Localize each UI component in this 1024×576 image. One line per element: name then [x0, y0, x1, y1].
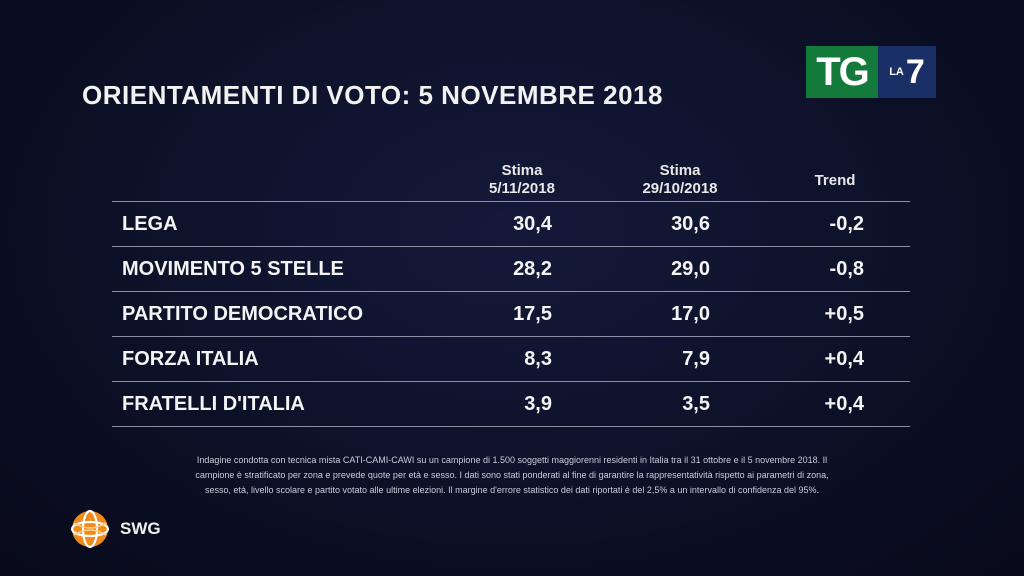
table-row: PARTITO DEMOCRATICO 17,5 17,0 +0,5 [112, 291, 910, 336]
stima-current: 8,3 [524, 348, 552, 370]
trend-value: -0,8 [829, 258, 864, 280]
stima-current: 30,4 [513, 213, 552, 235]
stima-previous: 7,9 [682, 348, 710, 370]
methodology-line: sesso, età, livello scolare e partito vo… [204, 485, 820, 495]
stima-previous: 3,5 [682, 393, 710, 415]
methodology-line: campione è stratificato per zona e preve… [195, 470, 829, 480]
swg-logo: SWG [68, 507, 161, 551]
stima-previous: 17,0 [671, 303, 710, 325]
party-name: PARTITO DEMOCRATICO [122, 303, 364, 325]
column-header-stima-29-10: Stima 29/10/2018 [620, 162, 740, 198]
stima-current: 28,2 [513, 258, 552, 280]
trend-value: -0,2 [829, 213, 864, 235]
column-header-date: 5/11/2018 [489, 180, 555, 197]
trend-value: +0,4 [824, 393, 864, 415]
table-row: FRATELLI D'ITALIA 3,9 3,5 +0,4 [112, 381, 910, 427]
party-name: FORZA ITALIA [122, 348, 259, 370]
column-header-date: 29/10/2018 [642, 180, 718, 197]
tg-la7-logo: TG LA 7 [806, 46, 936, 98]
column-header-trend: Trend [814, 172, 856, 189]
methodology-note: Indagine condotta con tecnica mista CATI… [92, 453, 932, 498]
column-header-stima-5-11: Stima 5/11/2018 [462, 162, 582, 198]
poll-table: LEGA 30,4 30,6 -0,2 MOVIMENTO 5 STELLE 2… [112, 201, 910, 427]
la7-logo-mark: LA 7 [878, 46, 936, 98]
table-row: MOVIMENTO 5 STELLE 28,2 29,0 -0,8 [112, 246, 910, 291]
column-header-label: Stima [659, 162, 701, 179]
stima-current: 17,5 [513, 303, 552, 325]
methodology-line: Indagine condotta con tecnica mista CATI… [196, 455, 828, 465]
trend-value: +0,5 [824, 303, 864, 325]
stima-current: 3,9 [524, 393, 552, 415]
table-row: LEGA 30,4 30,6 -0,2 [112, 201, 910, 246]
party-name: MOVIMENTO 5 STELLE [122, 258, 344, 280]
table-row: FORZA ITALIA 8,3 7,9 +0,4 [112, 336, 910, 381]
tg-logo-mark: TG [806, 46, 878, 98]
swg-brand-name: SWG [120, 519, 161, 538]
party-name: LEGA [122, 213, 178, 235]
party-name: FRATELLI D'ITALIA [122, 393, 305, 415]
stima-previous: 29,0 [671, 258, 710, 280]
la7-logo-seven: 7 [905, 52, 925, 91]
trend-value: +0,4 [824, 348, 864, 370]
la7-logo-la: LA [889, 66, 904, 78]
swg-globe-icon [70, 509, 110, 549]
stima-previous: 30,6 [671, 213, 710, 235]
column-header-label: Stima [501, 162, 543, 179]
page-title: ORIENTAMENTI DI VOTO: 5 NOVEMBRE 2018 [82, 80, 663, 110]
